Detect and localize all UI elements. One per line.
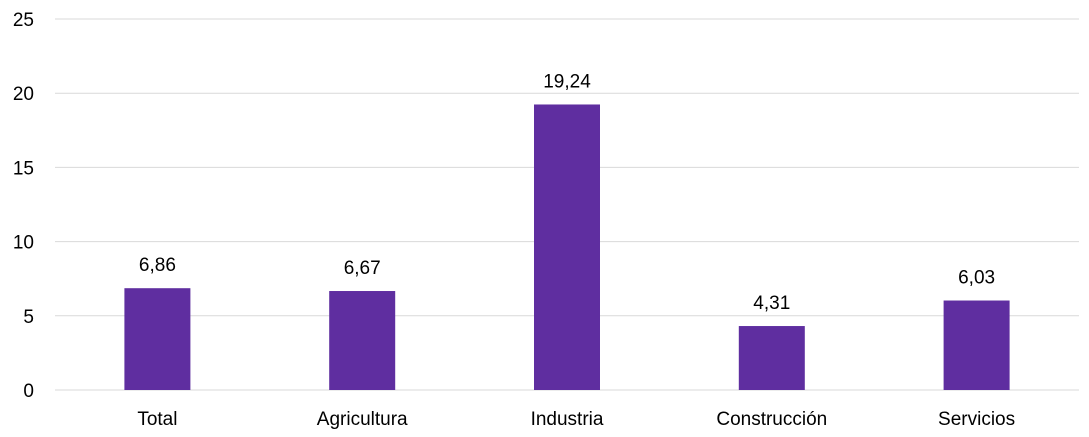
y-tick-label: 25 xyxy=(13,10,34,31)
category-label: Total xyxy=(137,409,177,430)
data-label: 6,03 xyxy=(958,268,995,289)
data-label: 19,24 xyxy=(543,71,591,92)
category-label: Construcción xyxy=(716,409,827,430)
category-label: Industria xyxy=(531,409,604,430)
y-axis-ticks: 0 5 10 15 20 25 xyxy=(13,10,34,402)
bar xyxy=(124,288,191,390)
bar xyxy=(738,326,805,390)
bars xyxy=(124,104,1010,391)
y-tick-label: 0 xyxy=(23,381,34,402)
y-tick-label: 5 xyxy=(23,307,34,328)
x-axis-categories: Total Agricultura Industria Construcción Ser… xyxy=(137,409,1015,430)
bar xyxy=(943,300,1010,390)
data-label: 4,31 xyxy=(753,293,790,314)
y-tick-label: 10 xyxy=(13,233,34,254)
data-label: 6,67 xyxy=(344,258,381,279)
y-tick-label: 20 xyxy=(13,84,34,105)
bar xyxy=(329,291,396,390)
data-labels: 6,86 6,67 19,24 4,31 6,03 xyxy=(139,71,995,314)
data-label: 6,86 xyxy=(139,255,176,276)
category-label: Servicios xyxy=(938,409,1015,430)
y-tick-label: 15 xyxy=(13,158,34,179)
bar xyxy=(534,104,600,391)
category-label: Agricultura xyxy=(317,409,408,430)
